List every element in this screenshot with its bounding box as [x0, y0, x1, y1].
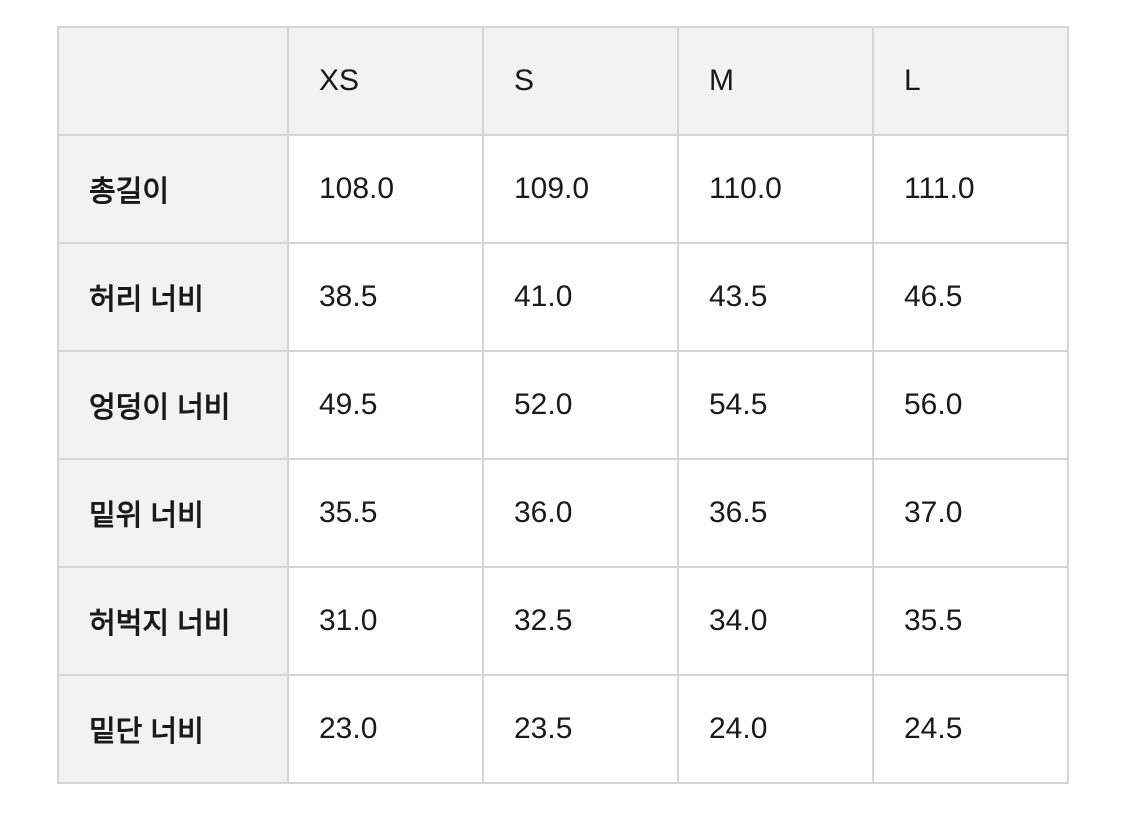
row-label: 허리 너비 — [57, 242, 289, 352]
column-header: S — [482, 26, 679, 136]
table-row: 밑위 너비 35.5 36.0 36.5 37.0 — [57, 458, 1069, 568]
column-header: XS — [287, 26, 484, 136]
table-cell: 54.5 — [677, 350, 874, 460]
corner-cell — [57, 26, 289, 136]
size-table: XS S M L 총길이 108.0 109.0 110.0 111.0 허리 너비 38.5 41… — [57, 26, 1069, 784]
table-cell: 24.5 — [872, 674, 1069, 784]
table-cell: 49.5 — [287, 350, 484, 460]
table-cell: 108.0 — [287, 134, 484, 244]
table-cell: 109.0 — [482, 134, 679, 244]
column-header: L — [872, 26, 1069, 136]
row-label: 허벅지 너비 — [57, 566, 289, 676]
table-cell: 36.0 — [482, 458, 679, 568]
table-cell: 24.0 — [677, 674, 874, 784]
table-cell: 35.5 — [872, 566, 1069, 676]
table-cell: 31.0 — [287, 566, 484, 676]
table-body: 총길이 108.0 109.0 110.0 111.0 허리 너비 38.5 41.0 43.5… — [57, 134, 1069, 784]
row-label: 밑위 너비 — [57, 458, 289, 568]
table-cell: 23.0 — [287, 674, 484, 784]
table-cell: 111.0 — [872, 134, 1069, 244]
table-cell: 23.5 — [482, 674, 679, 784]
table-cell: 32.5 — [482, 566, 679, 676]
table-row: 허벅지 너비 31.0 32.5 34.0 35.5 — [57, 566, 1069, 676]
column-header: M — [677, 26, 874, 136]
table-cell: 110.0 — [677, 134, 874, 244]
header-row: XS S M L — [57, 26, 1069, 136]
table-row: 총길이 108.0 109.0 110.0 111.0 — [57, 134, 1069, 244]
table-cell: 43.5 — [677, 242, 874, 352]
table-row: 허리 너비 38.5 41.0 43.5 46.5 — [57, 242, 1069, 352]
table-row: 엉덩이 너비 49.5 52.0 54.5 56.0 — [57, 350, 1069, 460]
table-row: 밑단 너비 23.0 23.5 24.0 24.5 — [57, 674, 1069, 784]
table-cell: 38.5 — [287, 242, 484, 352]
table-cell: 34.0 — [677, 566, 874, 676]
table-cell: 37.0 — [872, 458, 1069, 568]
row-label: 엉덩이 너비 — [57, 350, 289, 460]
table-cell: 36.5 — [677, 458, 874, 568]
row-label: 총길이 — [57, 134, 289, 244]
table-cell: 52.0 — [482, 350, 679, 460]
table-cell: 56.0 — [872, 350, 1069, 460]
table-cell: 35.5 — [287, 458, 484, 568]
table-cell: 41.0 — [482, 242, 679, 352]
row-label: 밑단 너비 — [57, 674, 289, 784]
table-cell: 46.5 — [872, 242, 1069, 352]
